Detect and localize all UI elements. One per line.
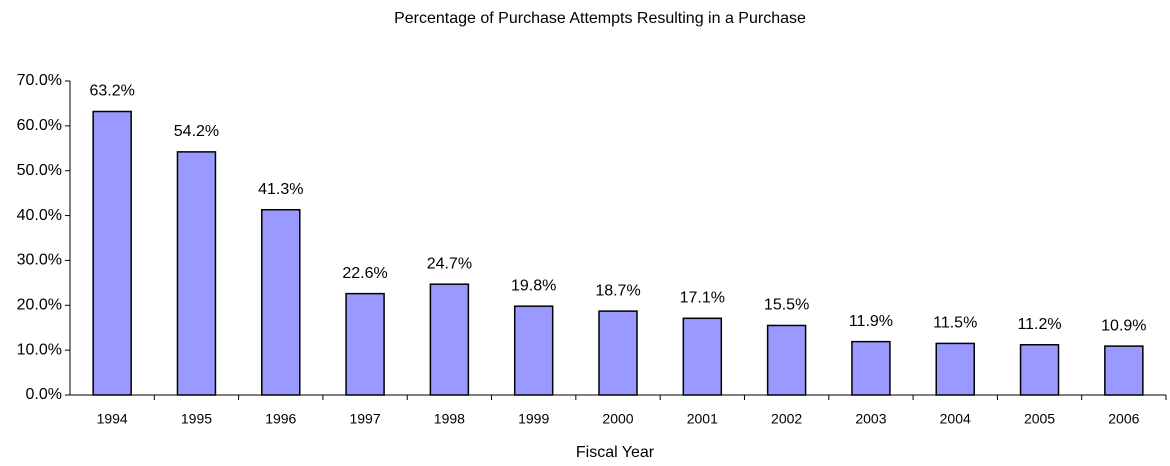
y-tick-label: 0.0% [26,386,62,403]
bar [935,342,975,396]
x-tick-label: 2001 [687,411,718,427]
x-tick-label: 2006 [1108,411,1139,427]
bar [1019,344,1060,396]
y-tick-label: 50.0% [17,162,62,179]
data-label: 22.6% [342,265,387,282]
y-tick-label: 40.0% [17,207,62,224]
x-tick-label: 1994 [97,411,128,427]
bar [682,317,723,396]
bar [429,283,470,396]
data-label: 63.2% [89,83,134,100]
bar [1104,345,1144,396]
x-tick-label: 1998 [434,411,465,427]
data-label: 19.8% [511,277,556,294]
bar [176,151,217,396]
x-tick-label: 2005 [1024,411,1055,427]
bar [92,110,132,396]
x-tick-label: 1997 [349,411,380,427]
bar [345,292,385,396]
data-label: 15.5% [764,297,809,314]
bar [851,340,891,396]
y-tick-label: 20.0% [17,297,62,314]
x-axis-label: Fiscal Year [576,444,655,461]
data-label: 11.5% [933,315,977,332]
data-label: 11.9% [849,313,893,330]
x-tick-label: 2002 [771,411,802,427]
bar [598,310,638,396]
x-tick-label: 1995 [181,411,212,427]
data-label: 10.9% [1101,317,1146,334]
bar [766,324,807,396]
data-label: 54.2% [174,123,219,140]
x-tick-label: 2000 [602,411,633,427]
data-label: 17.1% [680,290,725,307]
data-label: 24.7% [427,255,472,272]
chart-title: Percentage of Purchase Attempts Resultin… [394,10,806,27]
y-tick-label: 30.0% [17,252,62,269]
y-tick-label: 10.0% [17,341,62,358]
x-tick-label: 2004 [940,411,971,427]
y-tick-label: 70.0% [17,72,62,89]
y-tick-label: 60.0% [17,117,62,134]
bar [261,208,301,396]
x-tick-label: 2003 [855,411,886,427]
data-label: 41.3% [258,181,303,198]
x-tick-label: 1999 [518,411,549,427]
data-label: 18.7% [595,282,640,299]
bar [513,305,554,396]
data-label: 11.2% [1017,316,1061,333]
x-tick-label: 1996 [265,411,296,427]
